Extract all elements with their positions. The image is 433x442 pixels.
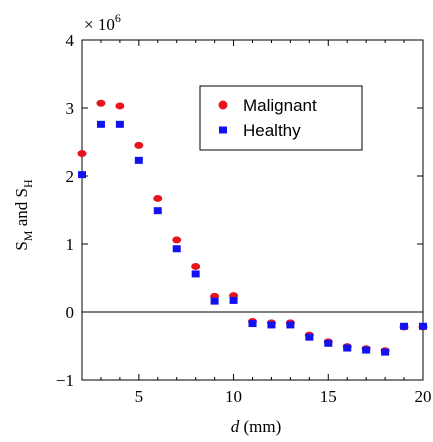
x-axis-label-italic: d (231, 417, 240, 436)
healthy-point (305, 333, 314, 341)
x-axis-label-units: (mm) (239, 417, 281, 436)
legend: Malignant Healthy (199, 85, 363, 151)
x-tick-label: 15 (320, 387, 337, 406)
y-label-sub2: H (21, 179, 35, 188)
legend-marker-healthy (219, 126, 227, 134)
legend-box (199, 85, 363, 151)
y-tick-label: 2 (66, 167, 75, 186)
x-axis-label: d (mm) (231, 417, 282, 436)
healthy-point (210, 297, 219, 305)
healthy-point (115, 120, 124, 128)
y-multiplier-base: × 10 (84, 15, 115, 34)
healthy-point (381, 348, 390, 356)
y-axis-label: SM and SH (12, 179, 35, 251)
healthy-point (96, 120, 105, 128)
y-label-mid: and (12, 197, 31, 230)
healthy-point (153, 207, 162, 215)
healthy-point (78, 171, 86, 179)
healthy-point (419, 322, 427, 330)
x-tick-label: 5 (135, 387, 144, 406)
y-tick-label: 0 (66, 303, 75, 322)
x-tick-label: 10 (225, 387, 242, 406)
y-tick-label: 4 (66, 31, 75, 50)
malignant-point (96, 99, 106, 107)
healthy-point (134, 156, 143, 164)
malignant-point (191, 262, 201, 270)
legend-marker-malignant (218, 100, 228, 110)
healthy-point (191, 270, 200, 278)
y-multiplier-label: × 106 (84, 11, 121, 34)
healthy-point (343, 344, 352, 352)
healthy-point (362, 346, 371, 354)
legend-label-malignant: Malignant (243, 96, 317, 115)
y-tick-label: −1 (56, 371, 74, 390)
y-label-sub1: M (21, 230, 35, 241)
malignant-point (172, 236, 182, 244)
y-tick-label: 1 (66, 235, 75, 254)
healthy-point (267, 321, 276, 329)
healthy-point (229, 296, 238, 304)
malignant-point (77, 150, 87, 158)
malignant-point (134, 141, 144, 149)
malignant-point (153, 194, 163, 202)
data-markers (77, 99, 428, 356)
y-tick-label: 3 (66, 99, 75, 118)
y-label-s2: S (12, 188, 31, 197)
healthy-point (324, 339, 333, 347)
tick-labels: 5 10 15 20 −1 0 1 2 3 4 (56, 31, 432, 406)
healthy-point (248, 320, 257, 328)
malignant-point (115, 102, 125, 110)
axis-ticks (82, 40, 423, 380)
y-multiplier-exponent: 6 (115, 11, 121, 25)
healthy-point (172, 245, 181, 253)
y-label-s1: S (12, 241, 31, 250)
x-tick-label: 20 (415, 387, 432, 406)
healthy-point (286, 321, 295, 329)
legend-label-healthy: Healthy (243, 121, 301, 140)
healthy-point (400, 322, 409, 330)
